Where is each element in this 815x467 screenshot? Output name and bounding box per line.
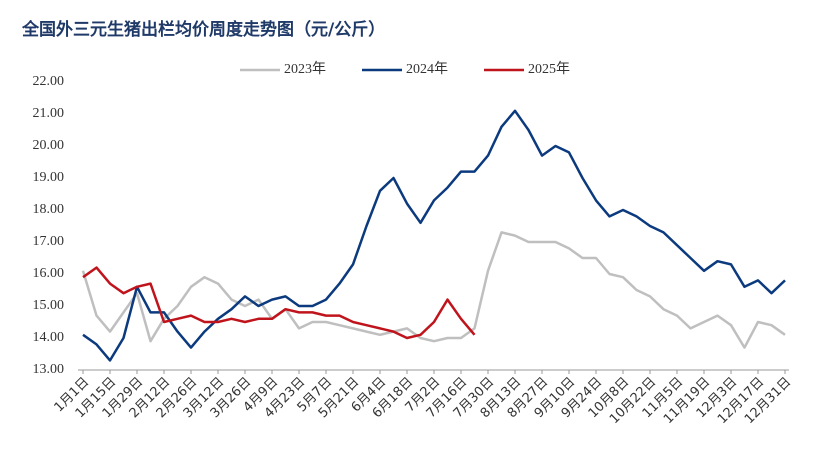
y-tick-label: 21.00 [33, 106, 65, 121]
series-line [82, 266, 476, 340]
y-tick-label: 20.00 [33, 138, 65, 153]
y-tick-label: 17.00 [33, 234, 65, 249]
y-tick-label: 22.00 [33, 74, 65, 89]
legend-label: 2024年 [406, 61, 448, 77]
legend-label: 2023年 [284, 61, 326, 77]
y-tick-label: 16.00 [33, 266, 65, 281]
y-tick-label: 15.00 [33, 298, 65, 313]
y-tick-label: 18.00 [33, 202, 65, 217]
y-tick-label: 19.00 [33, 170, 65, 185]
series-line [81, 231, 786, 349]
y-tick-label: 14.00 [33, 330, 65, 345]
chart-title: 全国外三元生猪出栏均价周度走势图（元/公斤） [21, 19, 385, 40]
y-tick-label: 13.00 [33, 362, 65, 377]
series-line [82, 109, 786, 362]
legend-label: 2025年 [528, 61, 570, 77]
